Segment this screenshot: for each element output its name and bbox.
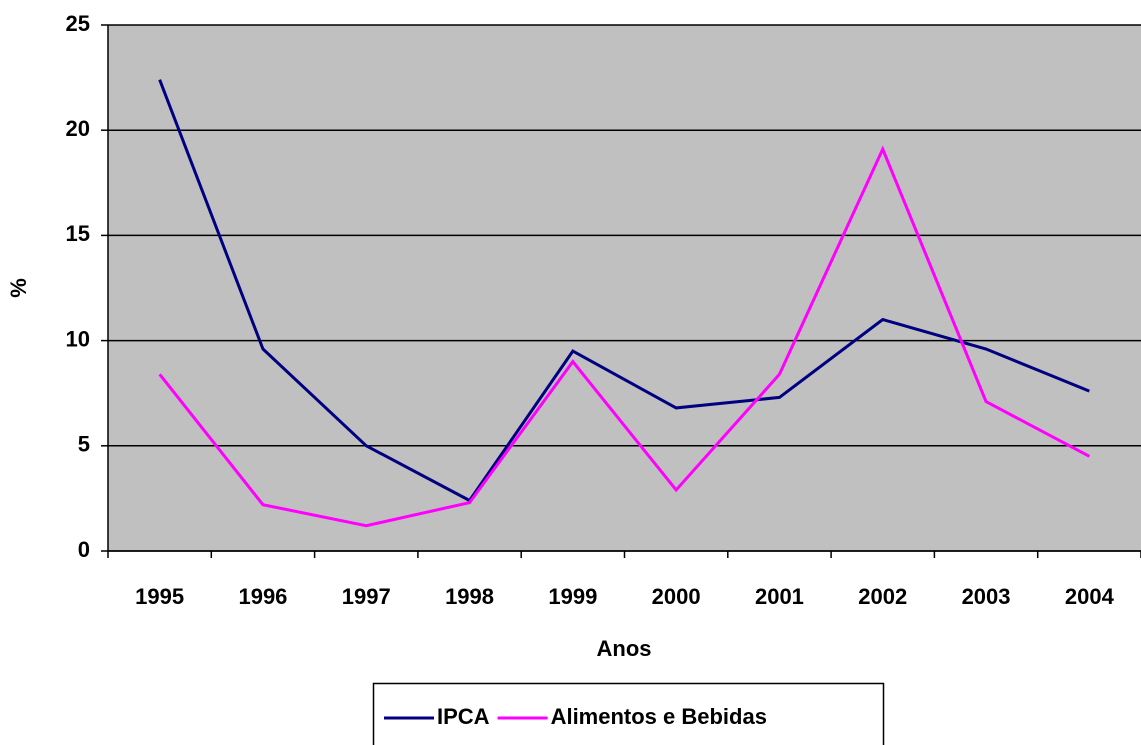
x-tick-label: 2001 — [755, 584, 804, 609]
legend-label: Alimentos e Bebidas — [551, 704, 767, 729]
y-axis-label: % — [6, 278, 31, 298]
y-tick-label: 20 — [66, 116, 90, 141]
x-tick-label: 1999 — [548, 584, 597, 609]
y-tick-label: 10 — [66, 326, 90, 351]
x-tick-label: 2000 — [652, 584, 701, 609]
x-axis-label: Anos — [597, 636, 652, 661]
plot-area — [108, 25, 1141, 551]
x-tick-label: 1996 — [238, 584, 287, 609]
y-tick-label: 25 — [66, 11, 90, 36]
y-tick-label: 5 — [78, 432, 90, 457]
y-tick-label: 0 — [78, 537, 90, 562]
x-tick-label: 1998 — [445, 584, 494, 609]
x-tick-label: 2004 — [1065, 584, 1115, 609]
legend-label: IPCA — [437, 704, 490, 729]
x-tick-label: 1995 — [135, 584, 184, 609]
x-tick-label: 2003 — [962, 584, 1011, 609]
x-tick-label: 2002 — [858, 584, 907, 609]
y-tick-label: 15 — [66, 221, 90, 246]
x-tick-label: 1997 — [342, 584, 391, 609]
series-line — [158, 145, 1091, 528]
legend-box — [372, 682, 885, 745]
series-line — [158, 79, 1090, 503]
